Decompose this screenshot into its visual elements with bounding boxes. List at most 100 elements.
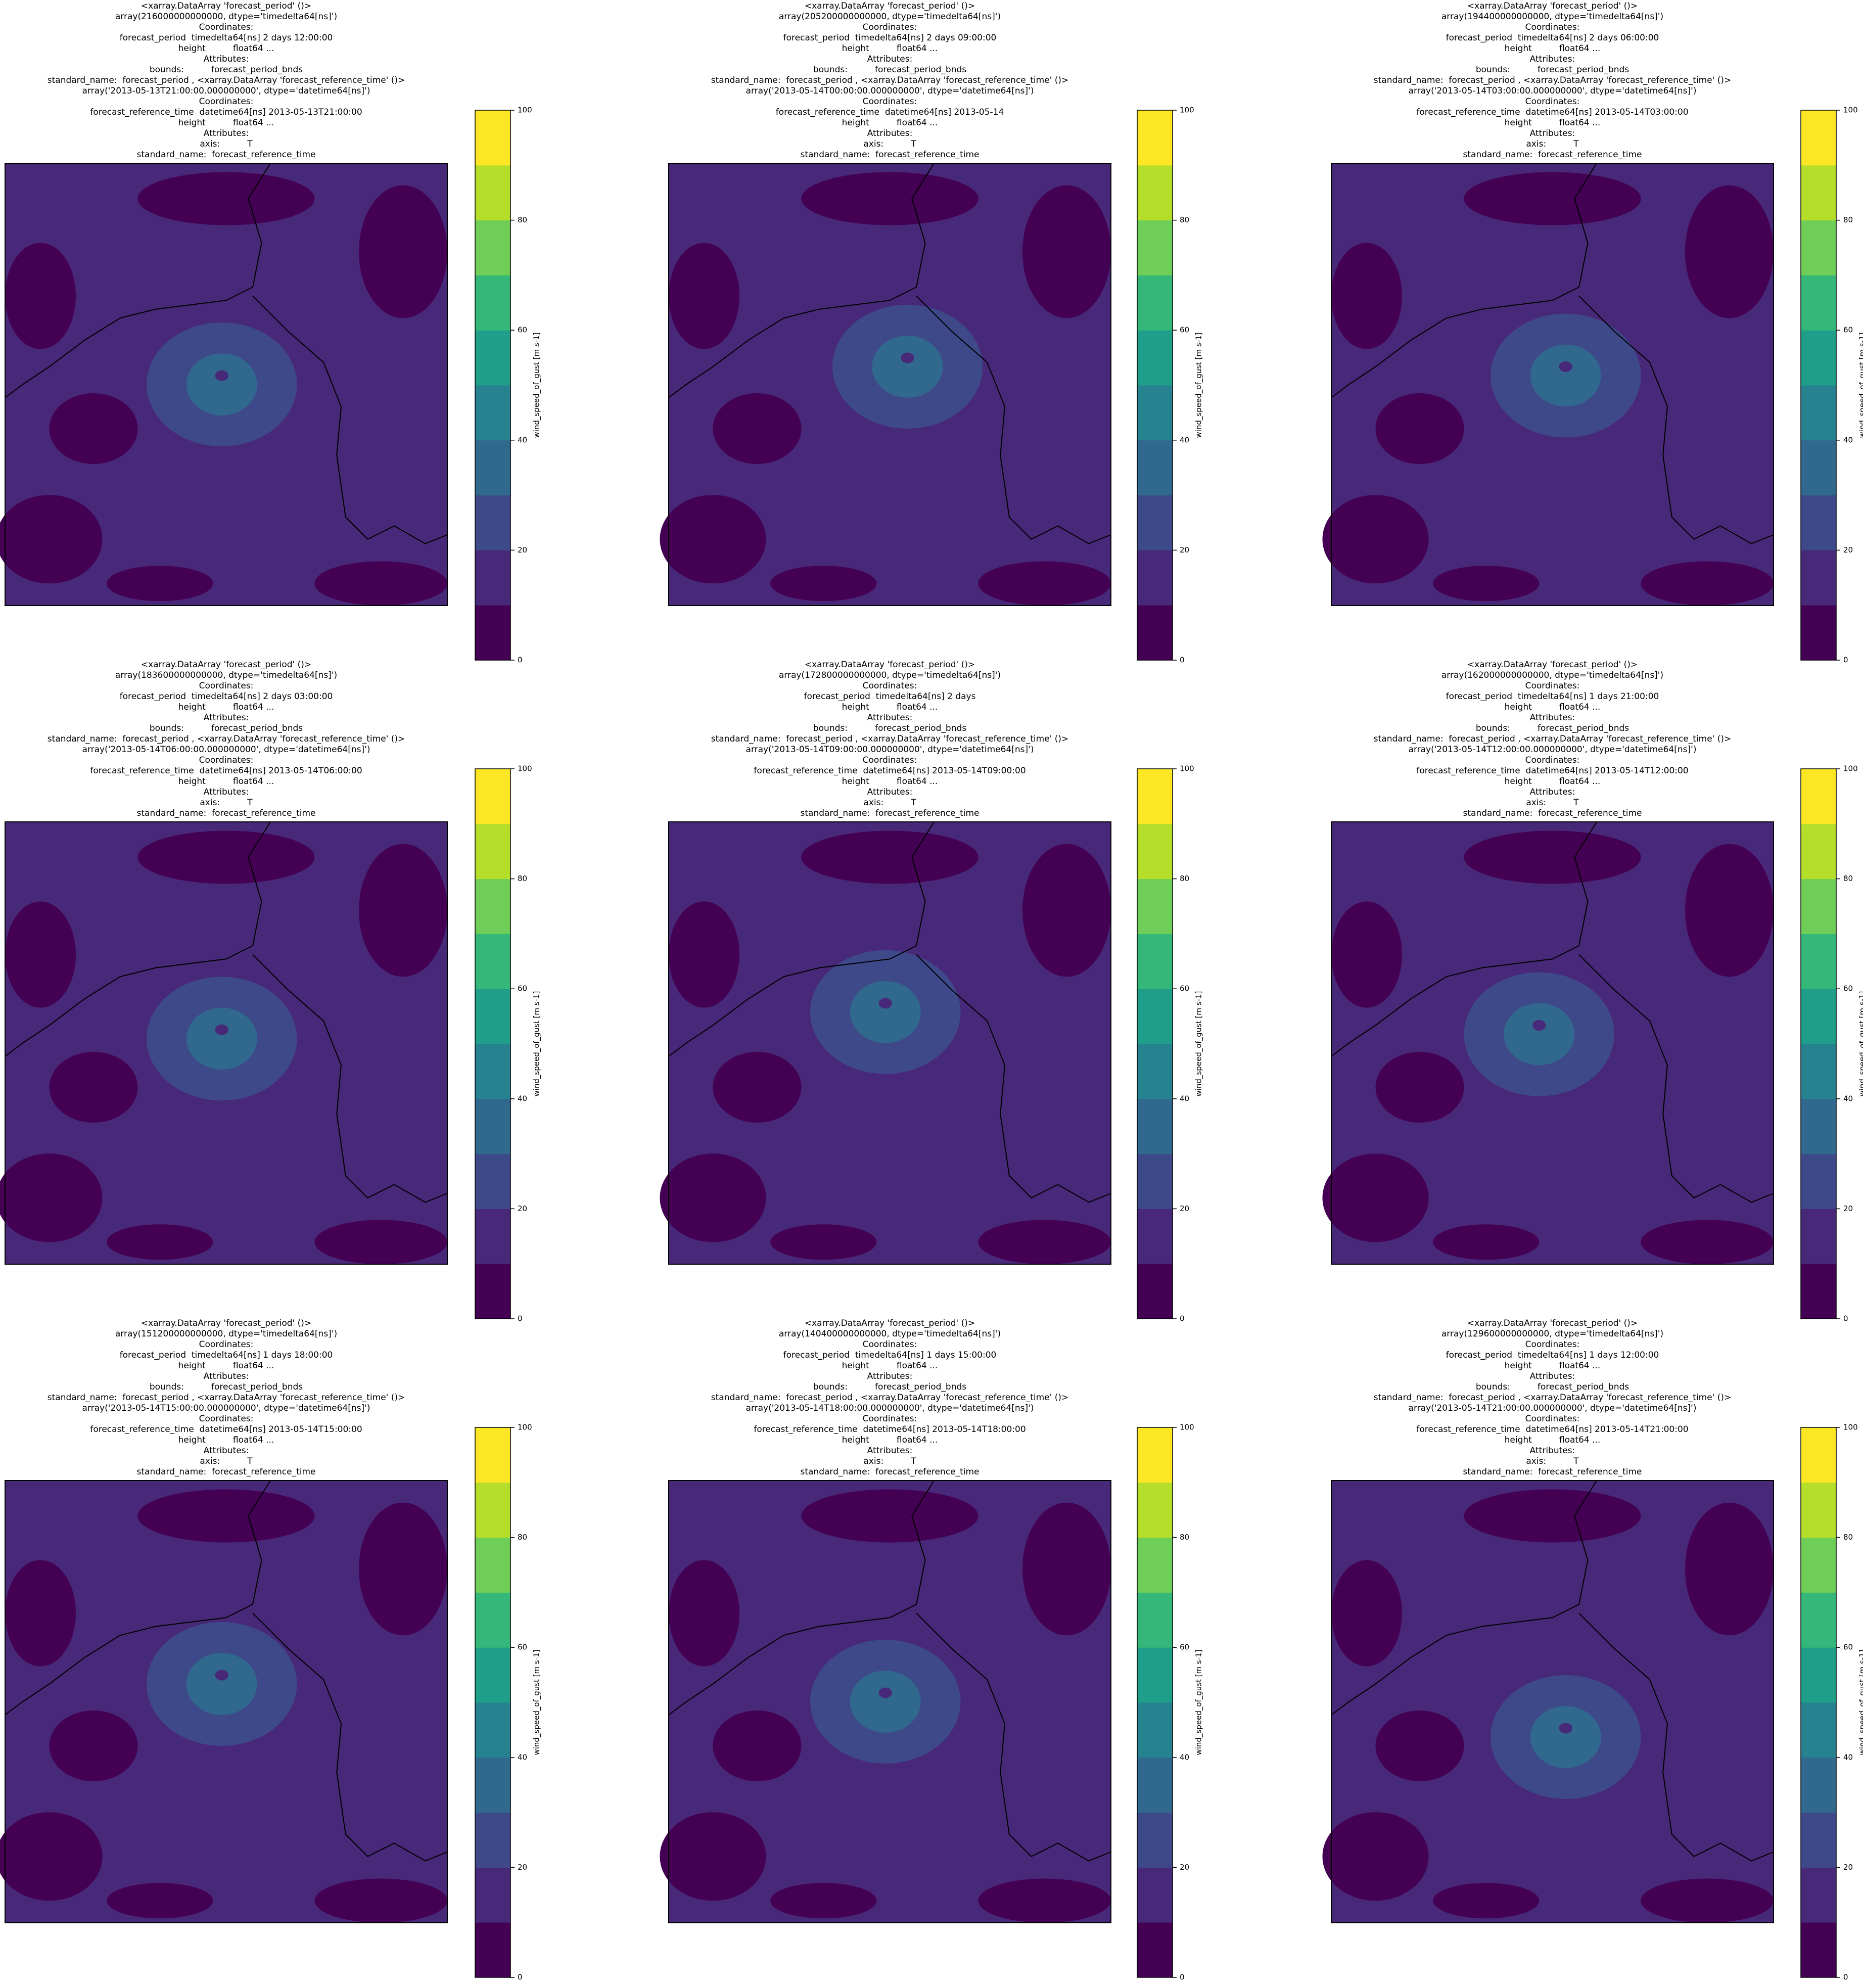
title-line: array(129600000000000, dtype='timedelta6… bbox=[1441, 1329, 1663, 1339]
title-line: forecast_reference_time datetime64[ns] 2… bbox=[90, 1424, 362, 1435]
title-line: height float64 ... bbox=[1505, 118, 1601, 128]
colorbar-bin bbox=[475, 1482, 510, 1538]
storm-eye bbox=[215, 370, 228, 381]
title-line: axis: T bbox=[1526, 139, 1579, 149]
title-line: bounds: forecast_period_bnds bbox=[1476, 723, 1629, 733]
coastline bbox=[668, 163, 935, 398]
panel: <xarray.DataArray 'forecast_period' ()>a… bbox=[660, 660, 1204, 1323]
colorbar-tick-label: 80 bbox=[1843, 215, 1853, 224]
title-line: <xarray.DataArray 'forecast_period' ()> bbox=[141, 1318, 311, 1328]
title-line: standard_name: forecast_period , <xarray… bbox=[1374, 1393, 1732, 1403]
colorbar-tick-label: 40 bbox=[1180, 435, 1189, 444]
colorbar-bin bbox=[1801, 1757, 1836, 1813]
colorbar-tick-label: 20 bbox=[1843, 545, 1853, 554]
title-line: array('2013-05-14T09:00:00.000000000', d… bbox=[746, 745, 1034, 755]
title-line: Coordinates: bbox=[199, 1414, 254, 1424]
title-line: Coordinates: bbox=[199, 755, 254, 765]
title-line: bounds: forecast_period_bnds bbox=[150, 65, 303, 75]
title-line: Coordinates: bbox=[1525, 1339, 1580, 1350]
colorbar-bin bbox=[475, 605, 510, 661]
coastline bbox=[5, 1480, 271, 1716]
map-frame bbox=[5, 163, 448, 606]
colorbar-tick-label: 80 bbox=[1180, 1533, 1189, 1542]
colorbar-bin bbox=[475, 1427, 510, 1483]
colorbar-tick-label: 40 bbox=[518, 1094, 527, 1103]
colorbar-bin bbox=[1137, 550, 1173, 606]
title-line: forecast_period timedelta64[ns] 1 days 1… bbox=[120, 1350, 333, 1360]
title-line: height float64 ... bbox=[842, 118, 938, 128]
title-line: <xarray.DataArray 'forecast_period' ()> bbox=[1467, 660, 1638, 670]
title-line: axis: T bbox=[863, 798, 916, 808]
title-line: forecast_period timedelta64[ns] 2 days bbox=[804, 691, 976, 702]
colorbar-frame bbox=[1137, 1427, 1173, 1978]
colorbar-label: wind_speed_of_gust [m s-1] bbox=[1858, 991, 1863, 1096]
colorbar-tick-label: 80 bbox=[1180, 874, 1189, 883]
field-low-region bbox=[978, 1220, 1111, 1264]
coastline bbox=[1331, 821, 1597, 1057]
panel: <xarray.DataArray 'forecast_period' ()>a… bbox=[0, 1, 542, 665]
colorbar-tick-label: 20 bbox=[1180, 1863, 1189, 1872]
title-line: Attributes: bbox=[1530, 128, 1575, 138]
field-low-region bbox=[669, 243, 739, 349]
field-low-region bbox=[660, 495, 766, 584]
colorbar-tick-label: 40 bbox=[1843, 1752, 1853, 1762]
field-low-region bbox=[107, 1883, 213, 1919]
title-line: forecast_period timedelta64[ns] 1 days 1… bbox=[1446, 1350, 1659, 1360]
colorbar-bin bbox=[475, 275, 510, 331]
colorbar-bin bbox=[1801, 110, 1836, 166]
title-line: Attributes: bbox=[867, 128, 913, 138]
colorbar-bin bbox=[475, 1044, 510, 1099]
colorbar-bin bbox=[1801, 823, 1836, 880]
panel: <xarray.DataArray 'forecast_period' ()> a… bbox=[1322, 1, 1863, 665]
colorbar-tick-label: 0 bbox=[518, 1973, 523, 1982]
panel: <xarray.DataArray 'forecast_period' ()>a… bbox=[660, 1318, 1204, 1982]
colorbar-tick-label: 20 bbox=[1180, 545, 1189, 554]
field-low-region bbox=[978, 1878, 1111, 1923]
title-line: forecast_period timedelta64[ns] 2 days 1… bbox=[120, 33, 333, 43]
colorbar-label: wind_speed_of_gust [m s-1] bbox=[1858, 1649, 1863, 1755]
title-line: array(151200000000000, dtype='timedelta6… bbox=[115, 1329, 337, 1339]
field-low-region bbox=[107, 566, 213, 602]
title-line: <xarray.DataArray 'forecast_period' ()> bbox=[1467, 1, 1638, 11]
title-line: height float64 ... bbox=[178, 43, 274, 54]
title-line: forecast_period timedelta64[ns] 2 days 0… bbox=[783, 33, 997, 43]
colorbar-bin bbox=[1137, 1044, 1173, 1099]
colorbar-bin bbox=[1801, 1209, 1836, 1264]
colorbar-tick-label: 40 bbox=[1180, 1094, 1189, 1103]
colorbar-bin bbox=[1801, 1427, 1836, 1483]
title-line: forecast_reference_time datetime64[ns] 2… bbox=[754, 1424, 1026, 1435]
coastline bbox=[1331, 1480, 1597, 1716]
title-line: Coordinates: bbox=[863, 97, 917, 107]
coastline bbox=[5, 821, 271, 1057]
colorbar-tick-label: 100 bbox=[518, 764, 532, 773]
field-low-region bbox=[1322, 1812, 1429, 1901]
title-line: height float64 ... bbox=[178, 1435, 274, 1445]
colorbar-tick-label: 80 bbox=[518, 215, 527, 224]
storm-inner bbox=[850, 1671, 921, 1733]
coastline bbox=[668, 821, 935, 1057]
title-line: Attributes: bbox=[1530, 713, 1575, 723]
field-low-region bbox=[107, 1224, 213, 1260]
map-frame bbox=[1331, 163, 1774, 606]
colorbar-bin bbox=[1801, 879, 1836, 934]
colorbar-tick-label: 100 bbox=[1843, 1423, 1858, 1432]
panel: <xarray.DataArray 'forecast_period' ()>a… bbox=[1322, 660, 1863, 1323]
colorbar-bin bbox=[1137, 1153, 1173, 1209]
field-low-region bbox=[1685, 185, 1774, 318]
field-low-region bbox=[1641, 1220, 1774, 1264]
storm-eye bbox=[1559, 1723, 1572, 1734]
panel: <xarray.DataArray 'forecast_period' ()>a… bbox=[0, 1318, 542, 1982]
colorbar-tick-label: 100 bbox=[1180, 1423, 1194, 1432]
coastline bbox=[1578, 954, 1774, 1203]
colorbar-bin bbox=[1137, 1537, 1173, 1593]
storm-inner bbox=[1530, 344, 1601, 407]
colorbar-tick-label: 60 bbox=[1180, 1643, 1189, 1652]
colorbar-bin bbox=[1801, 989, 1836, 1044]
title-line: array(216000000000000, dtype='timedelta6… bbox=[115, 12, 337, 22]
title-line: height float64 ... bbox=[842, 702, 938, 712]
colorbar-frame bbox=[1137, 110, 1173, 661]
field-low-region bbox=[1464, 1489, 1641, 1543]
title-line: Attributes: bbox=[1530, 1371, 1575, 1381]
colorbar-bin bbox=[475, 1812, 510, 1868]
